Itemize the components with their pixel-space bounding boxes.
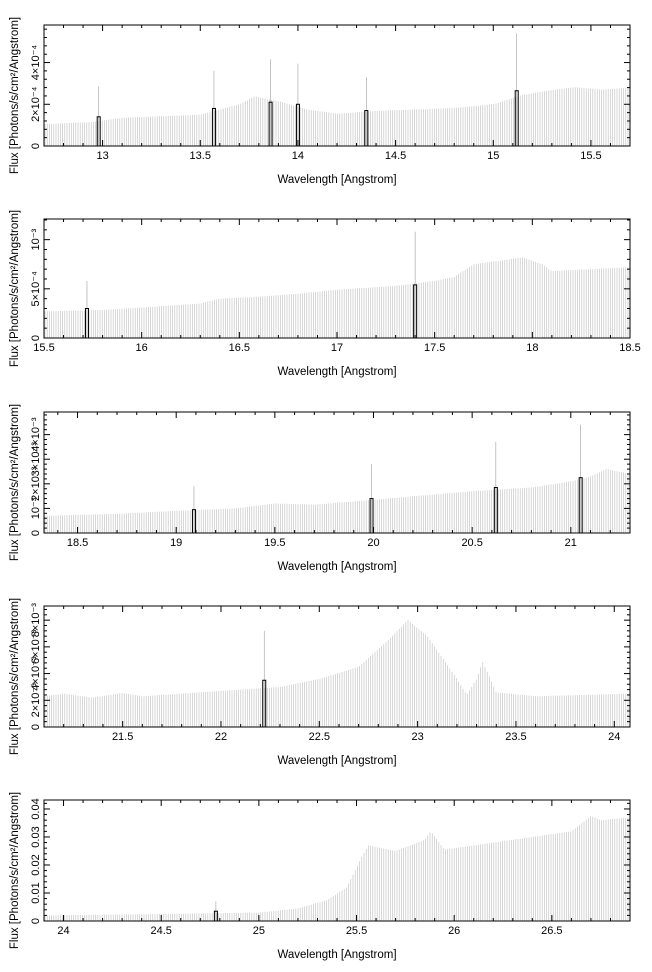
y-tick-label: 3×10⁻³	[30, 442, 42, 477]
x-tick-label: 26	[448, 925, 460, 937]
plot-frame	[43, 411, 631, 534]
x-tick-label: 13.5	[190, 150, 211, 162]
x-tick-label: 20	[367, 537, 379, 549]
x-tick-label: 23	[411, 731, 423, 743]
x-tick-label: 20.5	[461, 537, 482, 549]
spectrum-bins	[44, 257, 629, 338]
x-tick-label: 14	[292, 150, 304, 162]
x-tick-label: 15.5	[33, 342, 54, 354]
y-tick-label: 0	[30, 918, 42, 924]
x-tick-label: 24	[608, 731, 620, 743]
y-tick-label: 4×10⁻³	[30, 417, 42, 452]
x-tick-label: 16.5	[229, 342, 250, 354]
x-tick-label: 25.5	[346, 925, 367, 937]
y-axis-label: Flux [Photons/s/cm²/Angstrom]	[9, 210, 21, 367]
y-tick-label: 0.03	[30, 826, 42, 847]
y-tick-label: 0.01	[30, 882, 42, 903]
x-tick-label: 17.5	[424, 342, 445, 354]
x-axis-label: Wavelength [Angstrom]	[277, 174, 396, 186]
x-axis-label: Wavelength [Angstrom]	[277, 755, 396, 767]
y-tick-label: 0	[30, 143, 42, 149]
y-tick-label: 4×10⁻³	[30, 656, 42, 691]
spectrum-bins	[44, 816, 629, 921]
x-axis-label: Wavelength [Angstrom]	[277, 366, 396, 378]
x-tick-label: 19.5	[264, 537, 285, 549]
x-tick-label: 18	[526, 342, 538, 354]
y-tick-label: 0.04	[30, 798, 42, 819]
y-axis-label: Flux [Photons/s/cm²/Angstrom]	[9, 404, 21, 561]
y-tick-label: 5×10⁻⁴	[30, 271, 42, 307]
x-axis-label: Wavelength [Angstrom]	[277, 949, 396, 961]
y-axis-label: Flux [Photons/s/cm²/Angstrom]	[9, 17, 21, 174]
y-tick-label: 2×10⁻⁴	[30, 86, 42, 122]
x-tick-label: 18.5	[619, 342, 640, 354]
x-tick-label: 19	[170, 537, 182, 549]
x-tick-label: 15	[487, 150, 499, 162]
x-tick-label: 14.5	[385, 150, 406, 162]
x-tick-label: 16	[136, 342, 148, 354]
panel-3: 18.5 19 19.5 20 20.5 21 0 10⁻³2×10⁻³3×10⁻³4×10⁻…	[9, 404, 631, 573]
y-tick-label: 0	[30, 335, 42, 341]
x-tick-label: 25	[253, 925, 265, 937]
plot-frame	[43, 605, 631, 728]
panel-4: 21.5 22 22.5 23 23.5 24 0 2×10⁻³4×10⁻³6×10⁻³8×1…	[9, 598, 631, 767]
spectrum-bins	[44, 87, 629, 146]
x-tick-label: 24.5	[150, 925, 171, 937]
y-tick-label: 2×10⁻³	[30, 683, 42, 718]
y-tick-label: 2×10⁻³	[30, 466, 42, 501]
y-tick-label: 0	[30, 724, 42, 730]
y-tick-label: 4×10⁻⁴	[30, 45, 42, 81]
panel-2: 15.5 16 16.5 17 17.5 18 18.5 0 5×10⁻⁴ 10⁻³ Wavelen…	[9, 210, 641, 378]
y-axis-label: Flux [Photons/s/cm²/Angstrom]	[9, 792, 21, 949]
x-axis-label: Wavelength [Angstrom]	[277, 561, 396, 573]
x-tick-label: 15.5	[580, 150, 601, 162]
x-tick-label: 17	[331, 342, 343, 354]
y-tick-label: 8×10⁻³	[30, 603, 42, 638]
panel-5: 24 24.5 25 25.5 26 26.5 0 0.01 0.02 0.03 0.04 Wavel…	[9, 792, 631, 961]
x-tick-label: 23.5	[505, 731, 526, 743]
x-tick-label: 26.5	[541, 925, 562, 937]
x-tick-label: 24	[57, 925, 69, 937]
x-tick-label: 18.5	[67, 537, 88, 549]
x-tick-label: 21.5	[112, 731, 133, 743]
y-tick-label: 6×10⁻³	[30, 629, 42, 664]
x-tick-label: 22	[215, 731, 227, 743]
x-tick-label: 21	[565, 537, 577, 549]
spectrum-bins	[44, 469, 629, 533]
y-tick-label: 10⁻³	[30, 228, 42, 250]
spectrum-bins	[44, 620, 629, 727]
y-tick-label: 10⁻³	[30, 497, 42, 519]
x-tick-label: 22.5	[309, 731, 330, 743]
y-axis-label: Flux [Photons/s/cm²/Angstrom]	[9, 598, 21, 755]
y-tick-label: 0	[30, 530, 42, 536]
x-tick-label: 13	[96, 150, 108, 162]
panel-1: 13 13.5 14 14.5 15 15.5 0 2×10⁻⁴ 4×10⁻⁴ Wavelengt…	[9, 17, 631, 186]
y-tick-label: 0.02	[30, 854, 42, 875]
